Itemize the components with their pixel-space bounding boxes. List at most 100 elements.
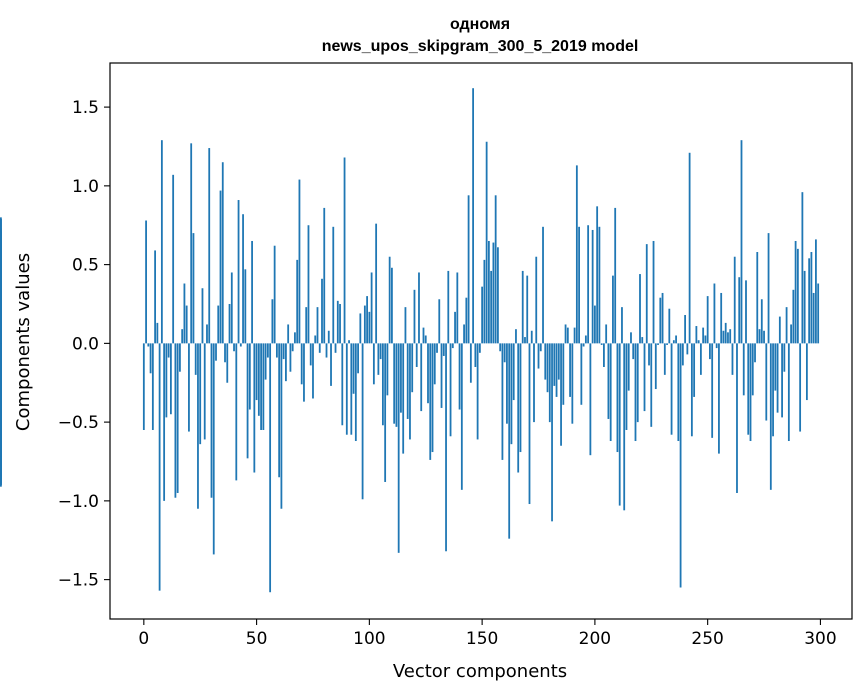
y-tick-label: 1.5 — [72, 98, 99, 118]
bar-component-270 — [751, 343, 754, 396]
bar-component-101 — [370, 272, 373, 344]
bar-component-178 — [544, 343, 547, 380]
bar-component-169 — [524, 337, 526, 344]
bar-component-48 — [251, 240, 253, 344]
bar-component-189 — [569, 343, 571, 397]
bar-component-236 — [675, 335, 677, 344]
bar-component-49 — [253, 343, 256, 473]
bar-component-276 — [765, 343, 768, 421]
bar-component-283 — [781, 343, 783, 418]
bar-component-56 — [269, 343, 272, 593]
bar-component-78 — [318, 343, 321, 353]
bar-component-255 — [718, 343, 720, 454]
bar-component-213 — [623, 343, 626, 511]
bar-component-263 — [736, 343, 738, 493]
bar-component-69 — [298, 179, 301, 344]
bar-component-33 — [217, 305, 220, 344]
bar-component-239 — [681, 343, 684, 366]
bar-component-74 — [309, 343, 312, 366]
bar-component-112 — [395, 343, 398, 427]
bar-component-205 — [605, 324, 608, 344]
bar-component-224 — [648, 343, 650, 366]
bar-component-295 — [808, 258, 811, 344]
bar-component-249 — [704, 335, 707, 344]
bar-component-141 — [460, 343, 463, 490]
bar-component-143 — [465, 297, 468, 344]
bar-component-221 — [641, 337, 644, 344]
bar-component-137 — [451, 343, 454, 349]
bar-component-75 — [312, 343, 314, 399]
bar-component-73 — [307, 225, 310, 344]
bar-component-35 — [221, 162, 224, 344]
bar-component-43 — [239, 343, 242, 347]
chart-title-line-1: одномя — [450, 16, 510, 33]
bar-component-181 — [551, 343, 553, 522]
bar-component-230 — [661, 292, 664, 344]
bar-component-121 — [415, 343, 418, 367]
bar-component-45 — [244, 269, 247, 344]
bar-component-47 — [248, 343, 251, 410]
bar-component-200 — [593, 305, 596, 344]
bar-component-3 — [149, 343, 152, 374]
bar-component-196 — [584, 335, 587, 344]
x-tick-label: 200 — [579, 629, 611, 649]
bar-component-292 — [801, 192, 804, 344]
bar-component-260 — [729, 329, 732, 344]
bar-component-179 — [546, 343, 549, 393]
bar-component-185 — [560, 343, 562, 446]
bar-component-274 — [760, 299, 763, 344]
bar-component-63 — [285, 343, 287, 382]
bar-component-127 — [429, 343, 432, 460]
bar-component-68 — [296, 259, 299, 344]
bar-component-259 — [727, 332, 729, 344]
bar-component-4 — [151, 343, 154, 430]
bar-component-110 — [391, 267, 393, 344]
bar-component-94 — [354, 343, 357, 442]
bar-component-167 — [519, 343, 522, 453]
chart-title-line-2: news_upos_skipgram_300_5_2019 model — [322, 38, 639, 55]
bar-component-42 — [237, 200, 240, 344]
bar-component-138 — [454, 311, 456, 344]
bar-component-10 — [165, 343, 168, 418]
bar-component-81 — [325, 343, 328, 358]
bar-component-187 — [564, 324, 567, 344]
x-tick-label: 0 — [138, 629, 149, 649]
bar-component-217 — [632, 343, 635, 360]
bar-component-265 — [740, 140, 743, 344]
bar-component-84 — [332, 226, 335, 344]
bar-component-99 — [366, 296, 368, 344]
bar-component-214 — [625, 343, 628, 430]
bar-component-254 — [715, 343, 718, 349]
bar-component-31 — [212, 343, 215, 555]
bar-component-159 — [501, 343, 504, 460]
bar-component-136 — [449, 343, 452, 437]
bar-component-188 — [566, 327, 569, 344]
bar-component-267 — [745, 280, 747, 344]
bar-component-26 — [201, 288, 204, 344]
bar-component-103 — [375, 223, 378, 344]
bar-component-252 — [711, 343, 714, 438]
bar-component-6 — [156, 322, 159, 344]
bar-component-222 — [643, 343, 646, 412]
bar-component-289 — [794, 240, 797, 344]
bar-component-130 — [436, 343, 438, 353]
bar-component-192 — [575, 165, 578, 344]
bar-component-16 — [179, 343, 181, 372]
bar-component-215 — [627, 343, 630, 391]
bar-component-111 — [393, 343, 396, 424]
bar-component-165 — [515, 329, 517, 344]
bar-component-269 — [749, 343, 752, 442]
bar-component-173 — [533, 343, 535, 423]
bar-component-203 — [600, 343, 603, 345]
bar-component-14 — [174, 343, 177, 498]
bar-component-53 — [262, 343, 265, 430]
bar-component-177 — [542, 226, 544, 344]
bar-component-273 — [758, 329, 761, 344]
bar-component-34 — [219, 190, 222, 344]
bar-component-248 — [702, 327, 705, 344]
x-axis-ticks: 0 50 100 150 200 250 300 — [138, 619, 837, 649]
bar-component-24 — [197, 343, 199, 509]
bar-component-148 — [476, 343, 479, 440]
bar-component-37 — [226, 343, 229, 383]
bar-component-65 — [289, 343, 292, 372]
